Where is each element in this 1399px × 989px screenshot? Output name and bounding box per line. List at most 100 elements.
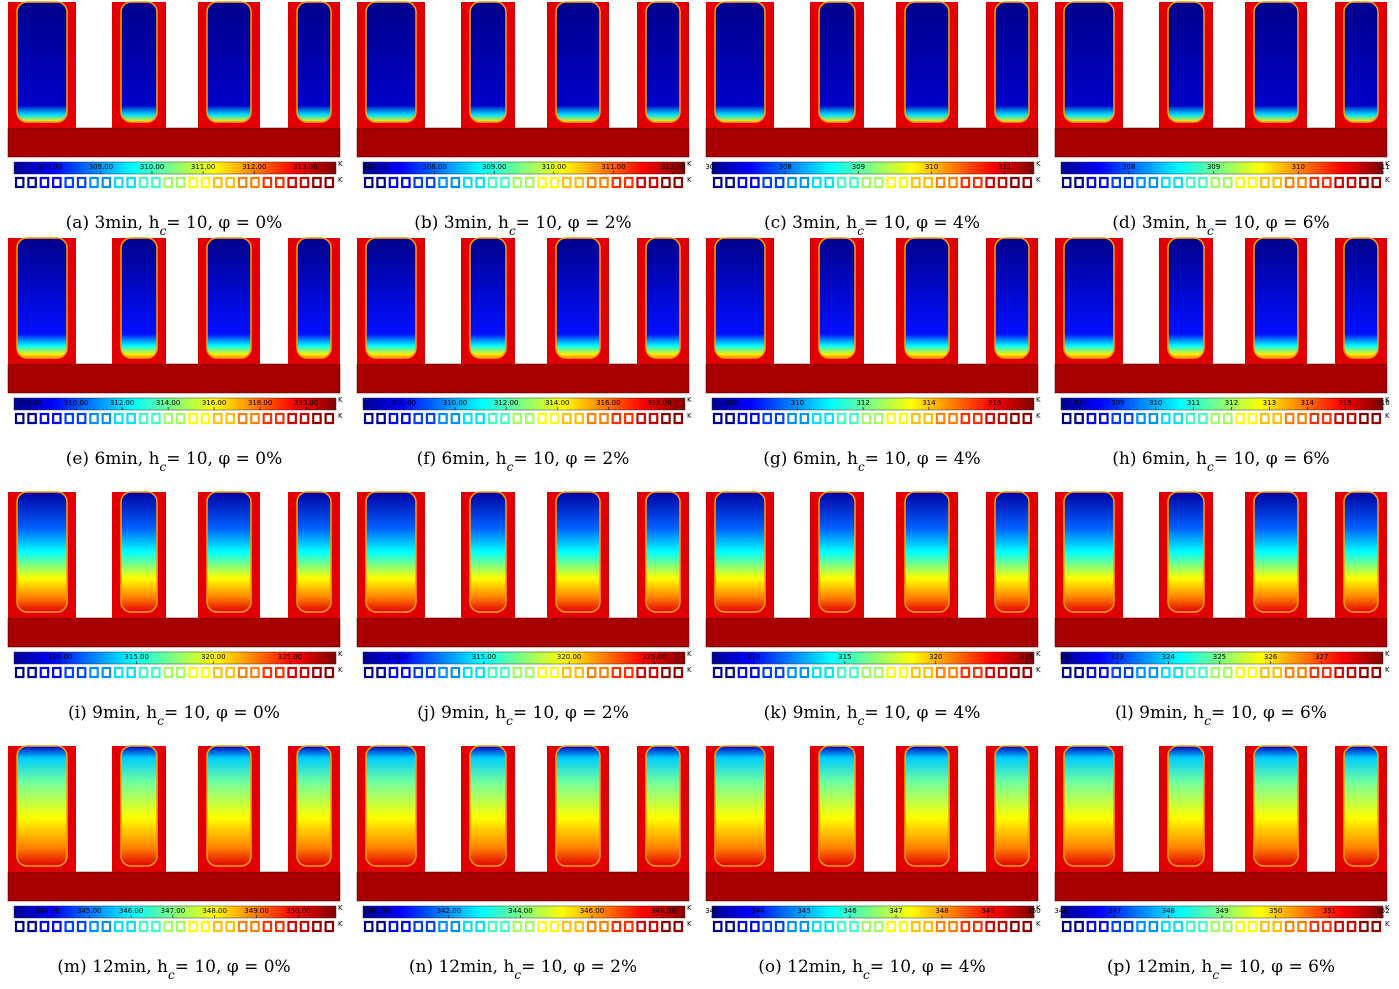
level-box (1323, 414, 1330, 423)
caption: (d) 3min, hc= 10, φ = 6% (1112, 213, 1329, 238)
level-box (41, 178, 48, 187)
level-box (251, 178, 258, 187)
caption: (b) 3min, hc= 10, φ = 2% (414, 213, 631, 238)
level-box (264, 178, 271, 187)
caption-text: (p) 12min, h (1107, 957, 1212, 977)
colorbar-tick-label: 340.00 (365, 907, 390, 915)
level-box (165, 668, 172, 677)
level-box (439, 922, 446, 931)
colorbar-unit: K (1036, 412, 1041, 420)
pcm-core (297, 238, 331, 358)
pcm-core (17, 746, 67, 866)
pcm-core (1168, 492, 1204, 612)
level-box (588, 178, 595, 187)
level-box (152, 922, 159, 931)
colorbar-tick-label: 316 (988, 399, 1002, 407)
level-box (974, 922, 981, 931)
colorbar-tick-label: 310 (747, 653, 760, 661)
colorbar-unit: K (338, 176, 343, 184)
level-box (551, 178, 558, 187)
level-box (739, 178, 746, 187)
level-box (650, 668, 657, 677)
level-box (1113, 668, 1120, 677)
pcm-core (995, 2, 1029, 122)
level-box (675, 178, 682, 187)
pcm-core (1344, 238, 1378, 358)
colorbar-tick-label: 310.00 (542, 163, 567, 171)
level-box (90, 668, 97, 677)
level-box (739, 414, 746, 423)
caption-text: (c) 3min, h (764, 213, 857, 233)
colorbar-unit: K (1036, 176, 1041, 184)
level-box (1063, 178, 1070, 187)
colorbar-unit: K (1385, 160, 1390, 168)
level-box (464, 414, 471, 423)
level-box (115, 668, 122, 677)
panel: 308310312314316KK(g) 6min, hc= 10, φ = 4… (706, 238, 1041, 474)
level-box (1261, 178, 1268, 187)
level-box (427, 668, 434, 677)
level-box (850, 668, 857, 677)
base-slab (706, 872, 1038, 901)
pcm-core (121, 2, 157, 122)
level-box (301, 178, 308, 187)
colorbar-tick-label: 315.00 (124, 653, 149, 661)
colorbar-unit: K (1036, 650, 1041, 658)
level-box (625, 668, 632, 677)
caption-text: = 10, φ = 0% (166, 213, 282, 233)
pcm-core (1254, 2, 1298, 122)
level-box (900, 178, 907, 187)
base-slab (1055, 128, 1387, 157)
level-box (863, 668, 870, 677)
caption-text: = 10, φ = 4% (864, 213, 980, 233)
caption: (h) 6min, hc= 10, φ = 6% (1112, 449, 1329, 474)
base-slab (1055, 364, 1387, 393)
level-box (1024, 922, 1031, 931)
level-box (1187, 668, 1194, 677)
level-box (202, 668, 209, 677)
level-box (439, 668, 446, 677)
level-box (563, 414, 570, 423)
level-box (251, 668, 258, 677)
level-box (986, 178, 993, 187)
level-box (390, 414, 397, 423)
level-box (16, 178, 23, 187)
level-box (41, 414, 48, 423)
level-box (962, 414, 969, 423)
level-box (613, 178, 620, 187)
colorbar-tick-label: 308.00 (18, 399, 43, 407)
level-box (1162, 668, 1169, 677)
colorbar-tick-label: 307 (705, 163, 718, 171)
caption-text: = 10, φ = 0% (166, 449, 282, 469)
level-box (1150, 178, 1157, 187)
level-box (152, 414, 159, 423)
level-box (1249, 668, 1256, 677)
colorbar-unit: K (1036, 904, 1041, 912)
colorbar-tick-label: 309 (1111, 399, 1124, 407)
colorbar (712, 398, 1034, 410)
colorbar-unit: K (687, 666, 692, 674)
colorbar-unit: K (1036, 666, 1041, 674)
level-box (949, 922, 956, 931)
colorbar-tick-label: 316.00 (596, 399, 621, 407)
level-box (127, 668, 134, 677)
level-box (1174, 668, 1181, 677)
level-box (1075, 668, 1082, 677)
base-slab (1055, 872, 1387, 901)
level-box (514, 414, 521, 423)
caption-text: (j) 9min, h (417, 703, 506, 723)
caption-text: (b) 3min, h (414, 213, 509, 233)
level-box (887, 414, 894, 423)
level-box (974, 668, 981, 677)
colorbar-unit: K (338, 412, 343, 420)
level-box (925, 414, 932, 423)
level-box (41, 922, 48, 931)
level-box (887, 178, 894, 187)
level-box (1137, 922, 1144, 931)
level-box (1088, 922, 1095, 931)
level-box (264, 668, 271, 677)
pcm-core (1064, 746, 1114, 866)
colorbar-tick-label: 311.00 (191, 163, 216, 171)
colorbar-tick-label: 313.00 (293, 163, 318, 171)
